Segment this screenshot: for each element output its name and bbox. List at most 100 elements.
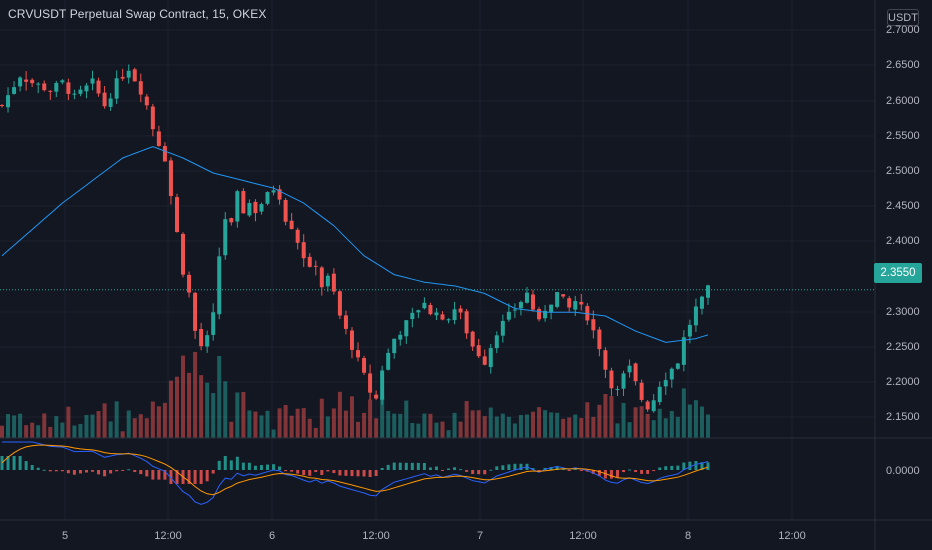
candle-body [78,89,83,94]
macd-histogram-bar [495,466,499,470]
candle-body [561,294,566,297]
macd-histogram-bar [259,465,263,470]
macd-histogram-bar [127,469,131,471]
volume-bar [235,392,240,438]
volume-bar [597,404,602,438]
macd-histogram-bar [54,470,58,472]
candle-body [144,96,149,106]
macd-histogram-bar [109,470,113,474]
macd-histogram-bar [501,465,505,470]
candle-body [337,291,342,316]
candle-body [470,331,475,347]
volume-bar [12,415,17,438]
volume-bar [555,412,560,438]
volume-bar [48,426,53,438]
volume-bar [54,416,59,438]
macd-histogram-bar [609,470,613,479]
volume-bar [428,413,433,438]
macd-histogram-bar [658,467,662,470]
macd-histogram-bar [78,470,82,474]
macd-histogram-bar [597,470,601,476]
macd-histogram-bar [688,461,692,470]
macd-histogram-bar [591,470,595,474]
candle-body [549,304,554,313]
candle-body [416,310,421,313]
macd-histogram-bar [115,470,119,472]
candle-body [247,202,252,216]
macd-histogram-bar [670,465,674,470]
candle-body [518,302,523,309]
volume-bar [78,423,83,438]
macd-histogram-bar [676,465,680,470]
macd-histogram-bar [700,462,704,470]
macd-histogram-bar [386,464,390,470]
macd-histogram-bar [531,468,535,470]
price-tick-label: 2.1500 [886,411,920,423]
candle-body [446,319,451,321]
macd-histogram-bar [434,466,438,470]
volume-bar [90,414,95,438]
candle-body [181,233,186,275]
candle-body [452,309,457,321]
candle-body [422,302,427,309]
candle-body [217,256,222,315]
candle-body [531,294,536,310]
macd-histogram-bar [169,470,173,484]
candle-body [543,310,548,319]
macd-histogram-bar [272,464,276,470]
macd-histogram-bar [199,470,203,484]
candle-body [699,296,704,309]
volume-bar [108,421,113,438]
candle-body [24,79,29,82]
macd-histogram-bar [290,470,294,472]
volume-bar [18,413,23,438]
volume-bar [512,423,517,438]
macd-histogram-bar [471,470,475,475]
price-tick-label: 2.6500 [886,59,920,71]
currency-button[interactable]: USDT [887,9,919,26]
macd-histogram-bar [12,456,16,470]
candle-body [506,311,511,320]
candle-body [380,370,385,400]
volume-bar [392,413,397,438]
volume-bar [410,423,415,438]
candle-body [374,394,379,399]
volume-bar [265,410,270,438]
macd-histogram-bar [615,470,619,478]
volume-bar [452,412,457,438]
candle-body [199,329,204,347]
candle-body [235,191,240,222]
volume-bar [669,410,674,438]
price-tick-label: 2.6000 [886,95,920,107]
volume-bar [603,393,608,438]
macd-histogram-bar [561,468,565,470]
volume-bar [259,415,264,438]
volume-bar [6,414,11,438]
macd-histogram-bar [622,470,626,473]
volume-bar [706,414,710,438]
price-tick-label: 2.5500 [886,130,920,142]
volume-bar [241,392,246,438]
volume-bar [295,408,300,438]
macd-histogram-bar [652,470,656,472]
volume-bar [615,423,620,438]
volume-bar [446,430,451,438]
candle-body [265,192,270,204]
candle-body [253,201,258,214]
candle-body [48,90,53,92]
volume-bar [301,408,306,438]
volume-bar [253,411,258,438]
volume-bar [229,421,234,438]
macd-zero-label: 0.0000 [886,465,920,477]
candle-body [392,338,397,354]
volume-bar [0,425,4,438]
volume-bar [96,411,101,438]
volume-bar [120,431,125,438]
macd-histogram-bar [380,467,384,470]
volume-bar [585,402,590,438]
candle-body [663,380,668,387]
candle-body [108,98,113,107]
volume-bar [458,421,463,438]
candle-body [102,92,107,107]
